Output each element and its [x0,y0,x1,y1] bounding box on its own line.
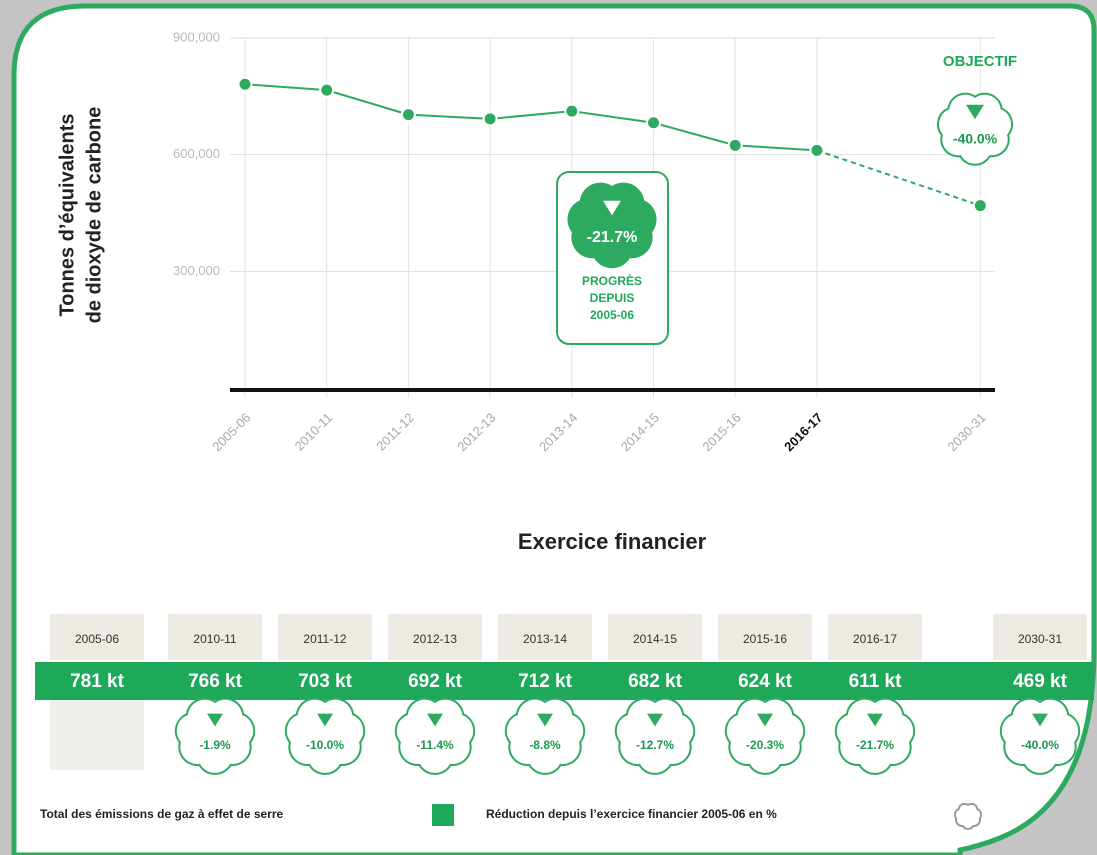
point [972,198,988,214]
point [809,142,825,158]
progress-text: 2005-06 [590,308,634,322]
point [482,111,498,127]
point [400,107,416,123]
year-cell [828,614,922,660]
progress-text: DEPUIS [590,291,635,305]
year-cell [498,614,592,660]
down-triangle [647,713,663,727]
line-target [816,149,981,207]
year-label: 2030-31 [1018,632,1062,646]
y-axis-label: de dioxyde de carbone [83,107,105,324]
total-label: 611 kt [849,671,902,692]
reduction-cloud [394,697,476,775]
down-triangle [966,104,984,120]
reduction-label: -10.0% [306,738,344,752]
down-triangle [603,200,621,216]
target-title: OBJECTIF [943,53,1017,70]
reduction-label: -8.8% [529,738,561,752]
down-triangle [537,713,553,727]
progress-label: -21.7% [587,229,638,246]
plot: 300,000 600,000 900,000 2005-06 2010-11 2011-… [35,29,1094,830]
legend-total: Total des émissions de gaz à effet de se… [40,807,284,821]
reduction-label: -21.7% [856,738,894,752]
total-label: 712 kt [518,671,573,692]
year-label: 2015-16 [743,632,787,646]
legend-reduction: Réduction depuis l’exercice financier 20… [486,807,777,821]
line-actual [244,83,817,152]
point [319,82,335,98]
reduction-label: -20.3% [746,738,784,752]
down-triangle [207,713,223,727]
target-cloud [937,92,1013,166]
reduction-label: -11.4% [416,738,454,752]
point [646,115,661,131]
point [237,76,253,92]
reduction-label: -40.0% [1021,738,1059,752]
year-label: 2012-13 [413,632,457,646]
year-cell [608,614,702,660]
down-triangle [867,713,883,727]
year-cell [168,614,262,660]
reduction-label: -1.9% [199,738,231,752]
down-triangle [317,713,333,727]
year-label: 2013-14 [523,632,567,646]
reduction-cloud [174,697,256,775]
progress-text: PROGRÈS [582,273,642,288]
total-label: 624 kt [738,671,793,692]
year-cell [50,614,144,660]
down-triangle [1032,713,1048,727]
reduction-cloud [724,697,806,775]
progress-cloud [567,182,657,269]
y-axis-label: Tonnes d’équivalents [56,114,78,317]
year-cell [278,614,372,660]
total-label: 692 kt [408,671,463,692]
year-label: 2014-15 [633,632,677,646]
total-band [35,662,1094,700]
target-label: -40.0% [953,131,998,147]
reduction-cloud [284,697,366,775]
point [564,103,580,119]
year-cell [993,614,1087,660]
total-label: 682 kt [628,671,683,692]
year-label: 2011-12 [303,632,346,646]
x-axis-label: Exercice financier [518,529,707,554]
down-triangle [427,713,443,727]
total-label: 469 kt [1013,671,1068,692]
y-tick-label: 900,000 [173,29,220,44]
reduction-cloud [614,697,696,775]
down-triangle [757,713,773,727]
total-label: 781 kt [70,671,125,692]
y-tick-label: 300,000 [173,263,220,278]
year-label: 2010-11 [193,632,236,646]
empty-cell [50,700,144,770]
reduction-cloud [834,697,916,775]
year-cell [718,614,812,660]
legend-cloud [953,802,983,830]
year-label: 2016-17 [853,632,897,646]
total-label: 703 kt [298,671,353,692]
point [727,137,743,153]
reduction-label: -12.7% [636,738,674,752]
y-tick-label: 600,000 [173,146,220,161]
year-label: 2005-06 [75,632,119,646]
total-label: 766 kt [188,671,243,692]
reduction-cloud [999,697,1081,775]
year-cell [388,614,482,660]
legend-swatch [432,804,454,826]
reduction-cloud [504,697,586,775]
